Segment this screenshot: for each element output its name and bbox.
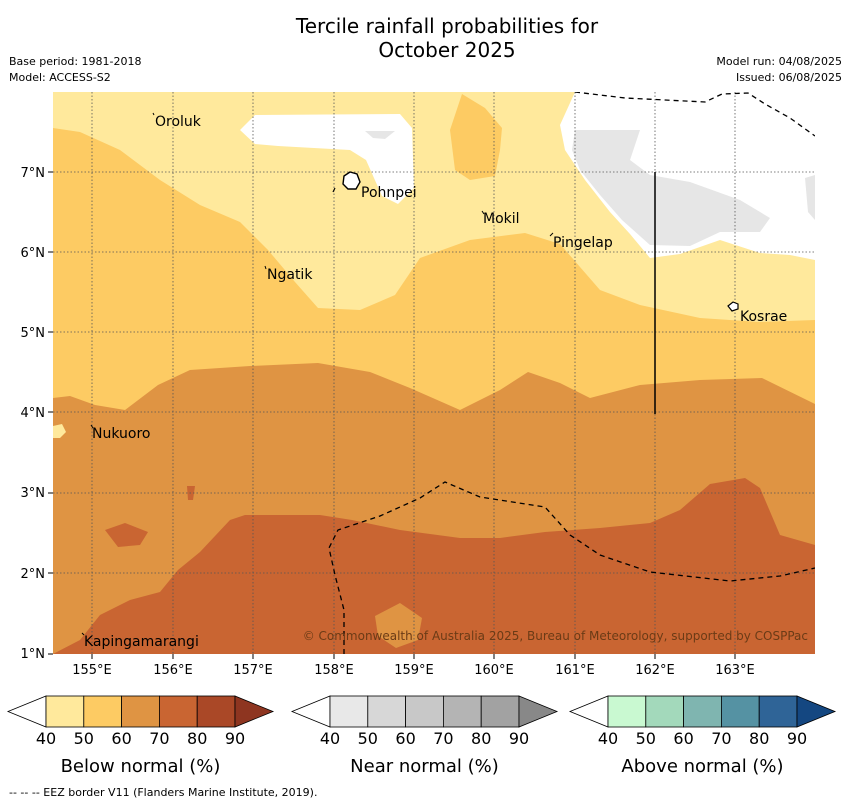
zone-near-40-50	[572, 130, 770, 246]
eez-footnote: -- -- -- EEZ border V11 (Flanders Marine…	[9, 786, 318, 799]
lon-tick-156: 156°E	[153, 663, 193, 678]
colorbar-2-segment-4	[758, 695, 798, 728]
title-line-2: October 2025	[378, 38, 516, 62]
colorbar-2-segment-3	[721, 695, 760, 728]
colorbar-1-tick-4: 80	[471, 729, 491, 748]
colorbar-0-segment-4	[196, 695, 236, 728]
lon-tick-155: 155°E	[72, 663, 112, 678]
colorbar-0-segment-3	[158, 695, 198, 728]
colorbar-1-tick-0: 40	[320, 729, 340, 748]
colorbar-2-high-extend	[796, 695, 837, 728]
colorbar-2-segment-0	[607, 695, 647, 728]
colorbar-2-tick-4: 80	[749, 729, 769, 748]
map-title: Tercile rainfall probabilities for Octob…	[0, 14, 850, 62]
colorbar-2-title: Above normal (%)	[621, 756, 783, 777]
lon-tick-161: 161°E	[555, 663, 595, 678]
zone-below-70-80-blob	[105, 523, 148, 547]
lat-tick-7: 7°N	[21, 166, 46, 181]
lon-tick-157: 157°E	[233, 663, 273, 678]
zone-near-40-50-b	[805, 175, 815, 220]
place-ngatik: Ngatik	[267, 267, 313, 283]
zone-below-60-70-island	[375, 603, 422, 648]
zone-below-40-50-left-edge	[53, 424, 66, 438]
lat-tick-1: 1°N	[21, 647, 46, 662]
place-kosrae: Kosrae	[740, 309, 787, 325]
colorbar-0-tick-5: 90	[225, 729, 245, 748]
model-run: Model run: 04/08/2025	[716, 55, 842, 68]
zone-near-40-50-c	[365, 131, 395, 139]
colorbar-0-high-extend	[234, 695, 275, 728]
colorbar-1-tick-1: 50	[358, 729, 378, 748]
kosrae-outline	[727, 301, 739, 312]
colorbar-2-segment-2	[683, 695, 722, 728]
colorbar-0-tick-4: 80	[187, 729, 207, 748]
colorbar-0-tick-0: 40	[36, 729, 56, 748]
colorbar-2-tick-1: 50	[636, 729, 656, 748]
place-oroluk: Oroluk	[155, 114, 202, 130]
eez-border-north	[574, 92, 815, 137]
place-pingelap: Pingelap	[553, 235, 613, 251]
model-name: Model: ACCESS-S2	[9, 71, 111, 84]
zone-white-top	[240, 114, 414, 204]
lat-tick-6: 6°N	[21, 246, 46, 261]
place-nukuoro: Nukuoro	[92, 426, 150, 442]
colorbar-1-segment-0	[329, 695, 369, 728]
colorbar-1-segment-2	[405, 695, 444, 728]
lon-tick-158: 158°E	[314, 663, 354, 678]
colorbar-0-segment-1	[83, 695, 123, 728]
pohnpei-reef	[332, 187, 336, 193]
colorbar-0-tick-1: 50	[74, 729, 94, 748]
colorbar-0-title: Below normal (%)	[61, 756, 221, 777]
probability-field: Oroluk Pohnpei Mokil Pingelap Ngatik Kos…	[53, 92, 815, 654]
colorbar-2-tick-5: 90	[787, 729, 807, 748]
colorbar-2-tick-0: 40	[598, 729, 618, 748]
colorbar-0-segment-2	[121, 695, 160, 728]
issued-date: Issued: 06/08/2025	[735, 71, 842, 84]
colorbar-1-high-extend	[518, 695, 559, 728]
colorbar-2-segment-1	[645, 695, 684, 728]
place-pohnpei: Pohnpei	[361, 185, 417, 201]
colorbar-0-low-extend	[6, 695, 47, 728]
axis-ticks	[48, 171, 736, 659]
base-period: Base period: 1981-2018	[9, 55, 142, 68]
meta-left: Base period: 1981-2018 Model: ACCESS-S2	[9, 54, 141, 86]
zone-below-70-80	[53, 478, 815, 654]
lat-tick-5: 5°N	[21, 326, 46, 341]
lat-tick-3: 3°N	[21, 486, 46, 501]
colorbar-1-tick-5: 90	[509, 729, 529, 748]
title-line-1: Tercile rainfall probabilities for	[295, 14, 599, 38]
colorbar-1-tick-3: 70	[433, 729, 453, 748]
lat-tick-2: 2°N	[21, 567, 46, 582]
colorbar-0-segment-0	[45, 695, 85, 728]
atoll-markers	[81, 112, 554, 636]
colorbar-1-segment-1	[367, 695, 406, 728]
colorbar-1-segment-4	[480, 695, 520, 728]
place-kapingamarangi: Kapingamarangi	[84, 634, 199, 650]
eez-border-south	[328, 481, 815, 654]
colorbar-1-low-extend	[290, 695, 331, 728]
pohnpei-outline	[342, 171, 361, 190]
colorbar-0-tick-2: 60	[111, 729, 131, 748]
place-mokil: Mokil	[483, 211, 520, 227]
colorbar-1-tick-2: 60	[395, 729, 415, 748]
colorbar-1-segment-3	[442, 695, 482, 728]
lon-tick-159: 159°E	[394, 663, 434, 678]
copyright-note: © Commonwealth of Australia 2025, Bureau…	[303, 629, 808, 643]
colorbar-2-low-extend	[568, 695, 609, 728]
meta-right: Model run: 04/08/2025 Issued: 06/08/2025	[716, 54, 842, 86]
lon-tick-163: 163°E	[715, 663, 755, 678]
lat-tick-4: 4°N	[21, 406, 46, 421]
colorbar-2-tick-3: 70	[711, 729, 731, 748]
lon-tick-160: 160°E	[474, 663, 514, 678]
colorbar-0-tick-3: 70	[149, 729, 169, 748]
colorbar-2-tick-2: 60	[673, 729, 693, 748]
zone-below-50-60-patch	[450, 94, 502, 180]
lon-tick-162: 162°E	[635, 663, 675, 678]
colorbar-1-title: Near normal (%)	[350, 756, 499, 777]
